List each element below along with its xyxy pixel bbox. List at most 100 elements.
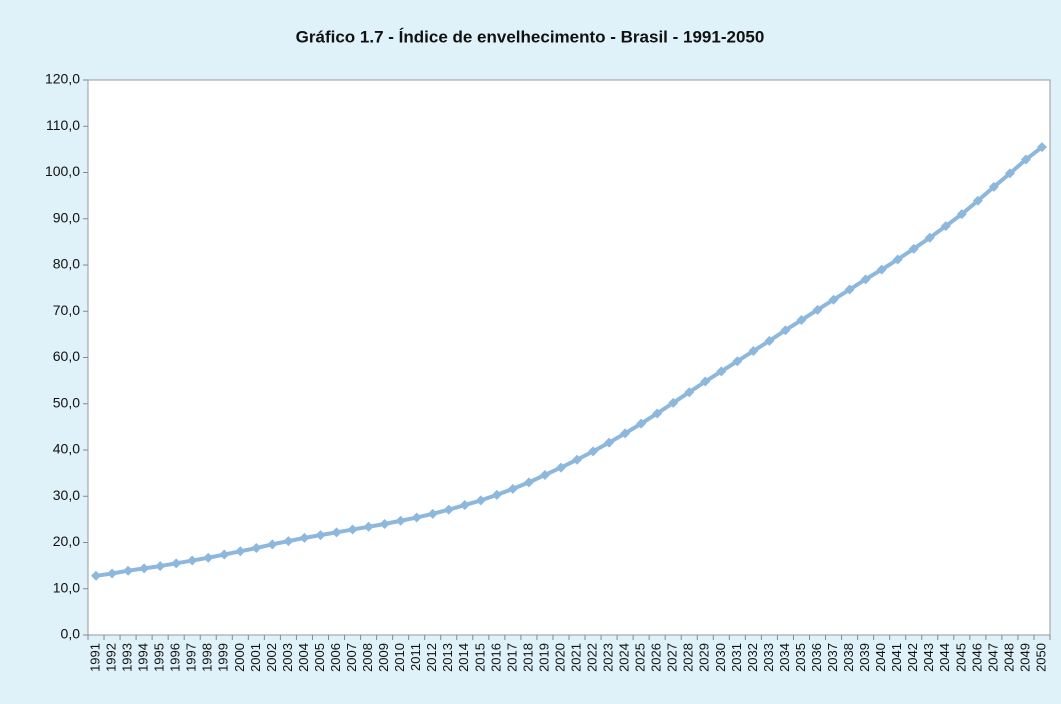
data-point	[443, 504, 454, 515]
x-tick-label: 2002	[264, 643, 279, 672]
y-tick-label: 80,0	[53, 256, 80, 272]
data-point	[924, 232, 935, 243]
x-tick-label: 2011	[408, 643, 423, 671]
x-tick-label: 2034	[777, 643, 792, 672]
x-tick-label: 2003	[280, 643, 295, 672]
data-point	[972, 195, 983, 206]
data-point	[427, 508, 438, 519]
data-point	[395, 515, 406, 526]
data-point	[1004, 168, 1015, 179]
data-point	[507, 483, 518, 494]
data-point	[107, 568, 118, 579]
x-tick-label: 2046	[969, 643, 984, 672]
data-point	[908, 243, 919, 254]
data-point	[780, 325, 791, 336]
data-point	[700, 376, 711, 387]
x-tick-label: 1996	[168, 643, 183, 672]
x-tick-label: 2018	[520, 643, 535, 672]
data-point	[652, 408, 663, 419]
plot-area	[87, 79, 1051, 636]
x-tick-label: 2016	[488, 643, 503, 672]
y-tick-label: 50,0	[53, 394, 80, 410]
data-point	[684, 387, 695, 398]
x-tick-label: 2044	[937, 643, 952, 672]
x-tick-label: 1999	[216, 643, 231, 672]
x-tick-label: 2017	[504, 643, 519, 672]
data-point	[1036, 142, 1047, 153]
x-tick-label: 1993	[120, 643, 135, 672]
x-tick-label: 2039	[857, 643, 872, 672]
x-tick-label: 2043	[921, 643, 936, 672]
x-tick-label: 2038	[841, 643, 856, 672]
x-tick-label: 2048	[1001, 643, 1016, 672]
x-tick-label: 2001	[248, 643, 263, 672]
x-tick-label: 2029	[697, 643, 712, 672]
data-point	[796, 315, 807, 326]
x-tick-label: 2047	[985, 643, 1000, 672]
x-tick-label: 2020	[552, 643, 567, 672]
data-point	[187, 555, 198, 566]
x-tick-label: 2030	[713, 643, 728, 672]
y-tick-label: 40,0	[53, 441, 80, 457]
data-point	[251, 543, 262, 554]
x-tick-label: 2045	[953, 643, 968, 672]
data-point	[123, 565, 134, 576]
x-tick-label: 2009	[376, 643, 391, 672]
chart-title: Gráfico 1.7 - Índice de envelhecimento -…	[296, 27, 765, 46]
x-tick-label: 2027	[665, 643, 680, 672]
x-tick-label: 2031	[729, 643, 744, 672]
data-point	[475, 495, 486, 506]
data-point	[459, 500, 470, 511]
x-tick-label: 1991	[87, 643, 102, 672]
data-point	[748, 346, 759, 357]
y-tick-label: 60,0	[53, 348, 80, 364]
x-tick-label: 1995	[152, 643, 167, 672]
data-point	[219, 549, 230, 560]
data-point	[267, 539, 278, 550]
data-point	[844, 284, 855, 295]
x-tick-label: 2028	[681, 643, 696, 672]
x-tick-label: 2024	[617, 643, 632, 672]
data-point	[668, 397, 679, 408]
data-point	[203, 552, 214, 563]
x-tick-label: 2033	[761, 643, 776, 672]
data-point	[764, 335, 775, 346]
data-point	[892, 254, 903, 265]
data-point	[363, 521, 374, 532]
x-tick-label: 2021	[568, 643, 583, 672]
x-tick-label: 2007	[344, 643, 359, 672]
x-tick-label: 2025	[633, 643, 648, 672]
y-tick-label: 0,0	[61, 626, 81, 642]
data-point	[572, 454, 583, 465]
data-point	[539, 469, 550, 480]
data-point	[171, 558, 182, 569]
data-point	[379, 519, 390, 529]
data-point	[828, 294, 839, 305]
x-tick-label: 2005	[312, 643, 327, 672]
data-point	[491, 489, 502, 500]
x-tick-label: 2019	[536, 643, 551, 672]
x-tick-label: 2023	[601, 643, 616, 672]
x-tick-label: 2014	[456, 643, 471, 672]
x-tick-label: 1997	[184, 643, 199, 672]
data-point	[988, 181, 999, 192]
x-tick-label: 2015	[472, 643, 487, 672]
y-tick-label: 120,0	[45, 71, 80, 87]
x-tick-label: 2049	[1017, 643, 1032, 672]
y-tick-label: 100,0	[45, 163, 80, 179]
data-point	[876, 264, 887, 275]
data-point	[331, 527, 342, 538]
data-point	[91, 570, 102, 581]
data-point	[732, 356, 743, 367]
x-tick-label: 2040	[873, 643, 888, 672]
x-tick-label: 2012	[424, 643, 439, 672]
y-tick-label: 30,0	[53, 487, 80, 503]
data-point	[235, 546, 246, 557]
x-tick-label: 1994	[136, 643, 151, 672]
data-point	[523, 477, 534, 488]
data-point	[636, 418, 647, 429]
x-tick-label: 2035	[793, 643, 808, 672]
x-tick-label: 2037	[825, 643, 840, 672]
x-tick-label: 1998	[200, 643, 215, 672]
x-tick-label: 2022	[584, 643, 599, 672]
